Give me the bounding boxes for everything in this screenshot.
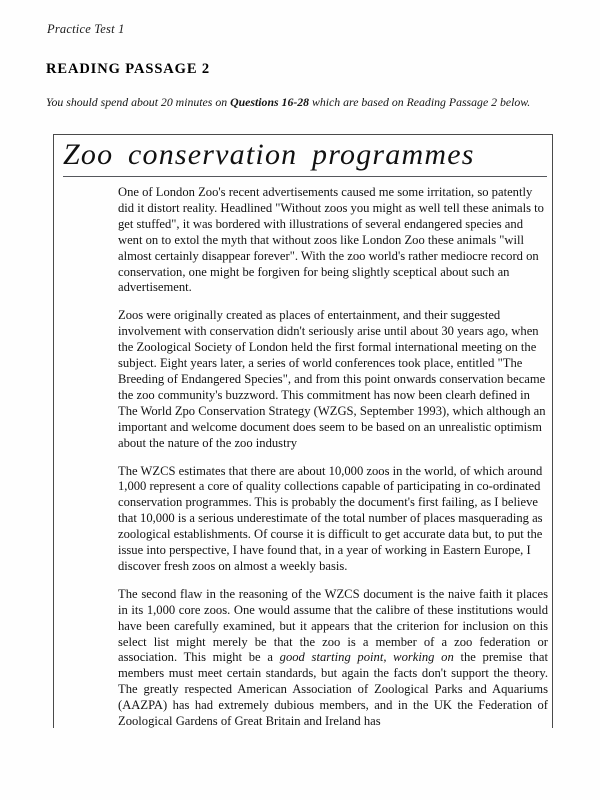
passage-frame: Zoo conservation programmes One of Londo… — [53, 134, 553, 728]
passage-body: One of London Zoo's recent advertisement… — [118, 185, 548, 730]
instruction-line: You should spend about 20 minutes on Que… — [46, 95, 552, 111]
paragraph-emphasis: good starting point, working on — [279, 650, 454, 665]
instruction-lead: You should spend about 20 minutes on — [46, 95, 231, 109]
running-head: Practice Test 1 — [47, 22, 125, 36]
paragraph-text-tail: the premise that members must meet certa… — [118, 650, 549, 729]
title-rule — [63, 176, 547, 177]
passage-title: Zoo conservation programmes — [63, 138, 475, 171]
instruction-questions-range: Questions 16-28 — [230, 95, 310, 109]
paragraph-text-lead: The second flaw in the reasoning of the … — [118, 586, 548, 665]
section-heading: READING PASSAGE 2 — [46, 61, 211, 77]
instruction-tail: which are based on Reading Passage 2 bel… — [309, 95, 531, 109]
passage-paragraph: Zoos were originally created as places o… — [118, 308, 546, 450]
passage-paragraph: One of London Zoo's recent advertisement… — [118, 185, 544, 295]
passage-paragraph: The second flaw in the reasoning of the … — [118, 587, 548, 730]
passage-paragraph: The WZCS estimates that there are about … — [118, 463, 543, 573]
